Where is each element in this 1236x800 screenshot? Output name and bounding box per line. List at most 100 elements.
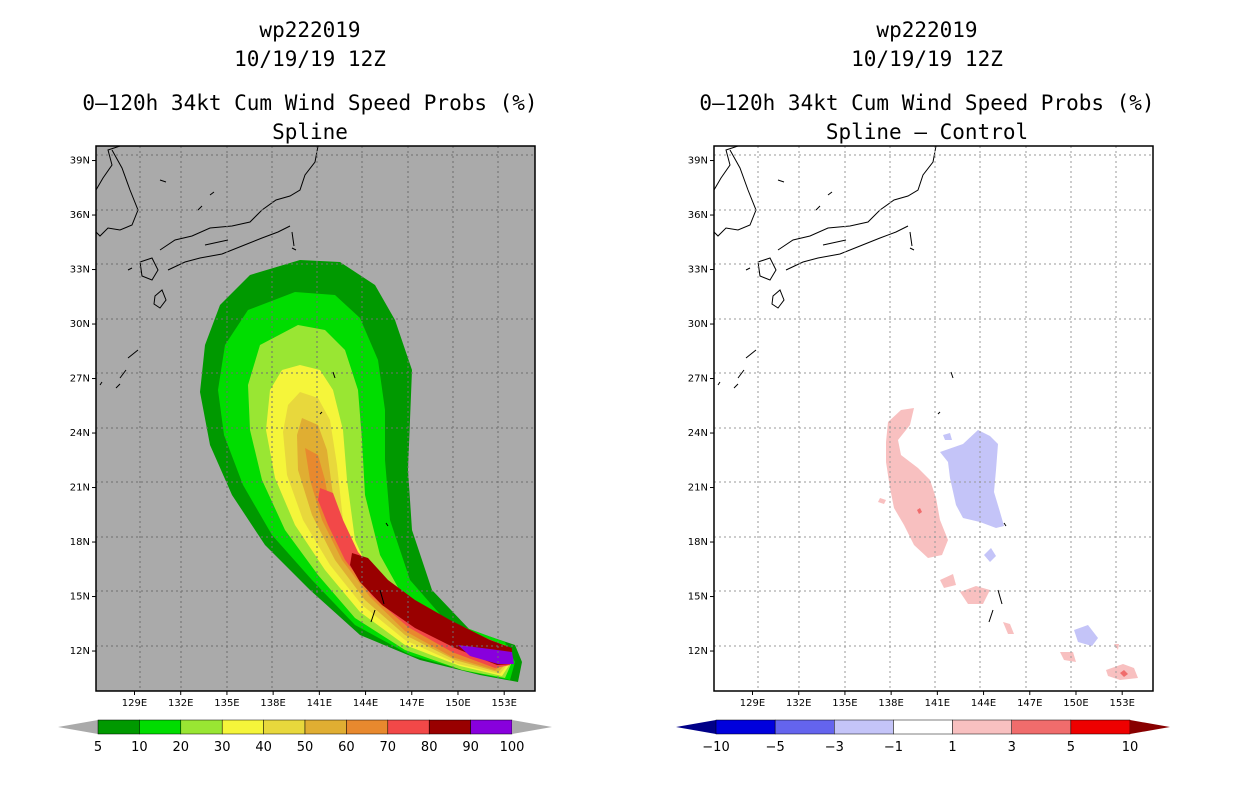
colorbar-label: 90 [462,740,479,755]
right-map-frame [713,145,1154,692]
colorbar-swatch [774,719,835,735]
left-gridlines [96,146,535,691]
diff-positive-area-small-5 [1060,652,1076,662]
right-y-ticks: 39N 36N 33N 30N 27N 24N 21N 18N 15N 12N [688,156,714,657]
x-tick-label: 150E [1063,698,1088,709]
diff-negative-area-main [940,430,1004,528]
colorbar-label: −5 [766,740,785,755]
colorbar-label: 60 [338,740,355,755]
colorbar-swatch [387,719,430,735]
colorbar-label: −1 [884,740,903,755]
colorbar-label: −3 [825,740,844,755]
colorbar-label: 30 [214,740,231,755]
right-title-datetime: 10/19/19 12Z [851,47,1003,71]
contour-80 [350,553,512,665]
right-title-method: Spline – Control [825,120,1029,144]
left-title-product: 0–120h 34kt Cum Wind Speed Probs (%) [82,91,538,115]
colorbar-swatch [428,719,471,735]
left-probability-contours [96,146,535,691]
y-tick-label: 24N [70,428,90,439]
y-tick-label: 30N [70,319,90,330]
y-tick-label: 36N [70,210,90,221]
y-tick-label: 15N [688,592,708,603]
x-tick-label: 129E [740,698,765,709]
contour-90 [458,645,514,664]
colorbar-label: 20 [173,740,190,755]
colorbar-swatch [1011,719,1072,735]
colorbar-swatch [715,719,776,735]
y-tick-label: 18N [688,537,708,548]
x-tick-label: 147E [399,698,424,709]
diff-positive-area-small-3 [960,586,990,604]
y-tick-label: 33N [688,265,708,276]
right-map-background [714,146,1153,691]
x-tick-label: 138E [878,698,903,709]
y-tick-label: 21N [70,483,90,494]
colorbar-label: 10 [131,740,148,755]
diff-negative-area-small-2 [984,548,996,562]
colorbar-swatch [263,719,306,735]
x-tick-label: 147E [1017,698,1042,709]
left-title-method: Spline [272,120,348,144]
diff-positive-area-small-4 [1003,622,1014,634]
left-colorbar: 5 10 20 30 40 50 60 70 80 90 100 [58,719,552,755]
x-tick-label: 144E [353,698,378,709]
left-y-ticks: 39N 36N 33N 30N 27N 24N 21N 18N 15N 12N [70,156,96,657]
colorbar-label: 100 [500,740,525,755]
y-tick-label: 18N [70,537,90,548]
x-tick-label: 135E [214,698,239,709]
colorbar-label: −10 [702,740,729,755]
colorbar-swatch [346,719,389,735]
x-tick-label: 153E [1109,698,1134,709]
left-title-datetime: 10/19/19 12Z [234,47,386,71]
colorbar-under-triangle [58,720,98,734]
y-tick-label: 39N [688,156,708,167]
colorbar-under-triangle [676,720,716,734]
x-tick-label: 132E [168,698,193,709]
y-tick-label: 33N [70,265,90,276]
left-title-storm: wp222019 [259,18,361,42]
right-title-storm: wp222019 [876,18,978,42]
y-tick-label: 27N [70,374,90,385]
x-tick-label: 141E [925,698,950,709]
diff-negative-area-small-1 [943,433,952,440]
diff-peak-1 [1120,670,1128,677]
x-tick-label: 138E [260,698,285,709]
colorbar-label: 1 [948,740,956,755]
colorbar-label: 5 [1067,740,1075,755]
x-tick-label: 144E [971,698,996,709]
colorbar-label: 80 [421,740,438,755]
colorbar-over-triangle [1130,720,1170,734]
colorbar-swatch [893,719,953,735]
colorbar-label: 3 [1008,740,1016,755]
x-tick-label: 135E [832,698,857,709]
x-tick-label: 153E [491,698,516,709]
colorbar-label: 10 [1122,740,1139,755]
y-tick-label: 12N [70,646,90,657]
right-x-ticks: 129E 132E 135E 138E 141E 144E 147E 150E 153E [740,691,1135,709]
y-tick-label: 27N [688,374,708,385]
diff-positive-area-small-1 [878,498,886,504]
diff-negative-area-small-3 [1074,625,1098,646]
right-colorbar: −10 −5 −3 −1 1 3 5 10 [676,719,1170,755]
left-map-frame [95,145,536,692]
colorbar-swatch [834,719,894,735]
right-title-product: 0–120h 34kt Cum Wind Speed Probs (%) [699,91,1155,115]
colorbar-over-triangle [512,720,552,734]
right-difference-contours [714,146,1153,691]
colorbar-swatch [97,719,140,735]
colorbar-label: 50 [297,740,314,755]
diff-peak-2 [917,508,922,514]
colorbar-label: 70 [380,740,397,755]
left-coastlines [96,146,389,623]
right-title: wp222019 10/19/19 12Z 0–120h 34kt Cum Wi… [647,16,1207,147]
y-tick-label: 36N [688,210,708,221]
colorbar-swatch [180,719,223,735]
left-title: wp222019 10/19/19 12Z 0–120h 34kt Cum Wi… [30,16,590,147]
x-tick-label: 150E [445,698,470,709]
x-tick-label: 129E [122,698,147,709]
x-tick-label: 132E [786,698,811,709]
diff-positive-area-main [886,408,948,558]
